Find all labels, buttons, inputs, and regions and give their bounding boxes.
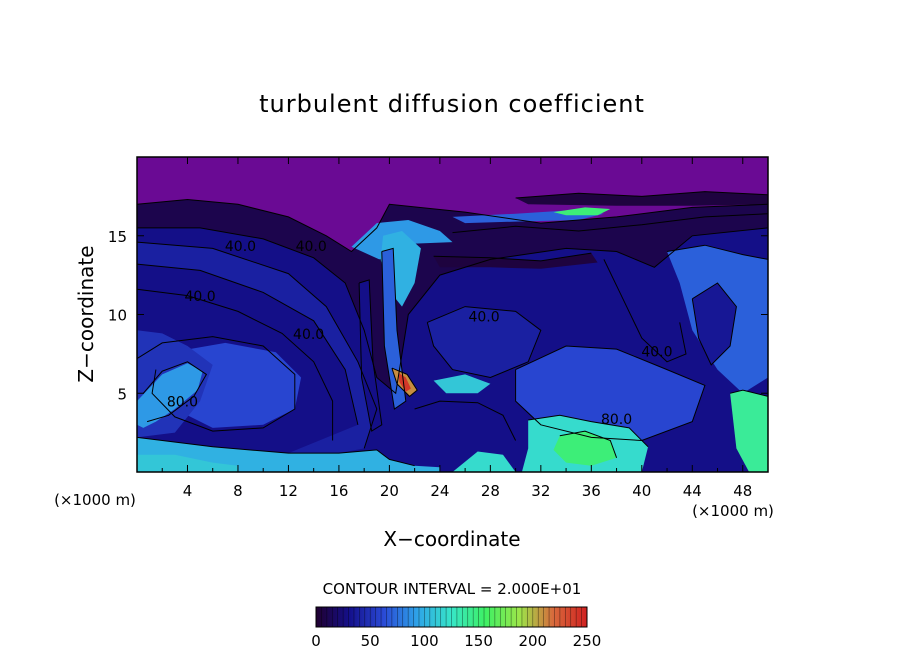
x-tick-label-2: 12 bbox=[279, 482, 298, 500]
contour-label-7: 80.0 bbox=[601, 412, 632, 428]
contour-line-2 bbox=[137, 241, 378, 449]
contour-label-5: 40.0 bbox=[641, 344, 672, 360]
x-axis-label: X−coordinate bbox=[383, 527, 520, 551]
y-tick-label-2: 15 bbox=[108, 228, 127, 246]
x-tick-label-0: 4 bbox=[183, 482, 193, 500]
colorbar-tick-label-0: 0 bbox=[311, 632, 321, 650]
colorbar-frame bbox=[315, 606, 588, 628]
x-tick-label-3: 16 bbox=[329, 482, 348, 500]
contour-line-21 bbox=[729, 389, 768, 397]
contour-region-18 bbox=[433, 253, 598, 269]
contour-lines bbox=[137, 191, 768, 467]
x-tick-label-8: 36 bbox=[582, 482, 601, 500]
colorbar-tick-label-4: 200 bbox=[518, 632, 547, 650]
contour-label-0: 40.0 bbox=[225, 239, 256, 255]
y-tick-label-1: 10 bbox=[108, 307, 127, 325]
x-tick-label-9: 40 bbox=[632, 482, 651, 500]
contour-line-19 bbox=[391, 367, 418, 398]
contour-line-8 bbox=[426, 306, 542, 379]
contour-line-3 bbox=[137, 263, 359, 425]
x-unit-right: (×1000 m) bbox=[692, 502, 774, 520]
contour-region-17 bbox=[452, 451, 516, 472]
contour-line-20 bbox=[559, 430, 618, 458]
colorbar-tick-label-5: 250 bbox=[573, 632, 602, 650]
x-axis-ticks: 4 8 12 16 20 24 28 32 36 40 44 48 bbox=[161, 157, 752, 500]
contour-region-11 bbox=[692, 283, 737, 365]
contour-region-12 bbox=[427, 306, 541, 378]
x-tick-label-11: 48 bbox=[733, 482, 752, 500]
contour-line-17 bbox=[358, 279, 383, 432]
colorbar-tick-label-1: 50 bbox=[361, 632, 380, 650]
plot-area: 40.0 40.0 40.0 40.0 40.0 40.0 80.0 80.0 bbox=[137, 157, 768, 472]
colorbar: 0 50 100 150 200 250 bbox=[311, 606, 601, 650]
contour-labels: 40.0 40.0 40.0 40.0 40.0 40.0 80.0 80.0 bbox=[167, 239, 673, 428]
contour-line-13 bbox=[666, 244, 768, 260]
x-unit-left: (×1000 m) bbox=[54, 491, 136, 509]
chart-title: turbulent diffusion coefficient bbox=[259, 90, 645, 118]
contour-region-8 bbox=[137, 454, 238, 472]
contour-line-7 bbox=[137, 436, 415, 467]
colorbar-tick-label-2: 100 bbox=[410, 632, 439, 650]
contour-line-15 bbox=[452, 213, 768, 234]
x-tick-label-10: 44 bbox=[683, 482, 702, 500]
contour-line-10 bbox=[528, 414, 649, 448]
contour-interval-text: CONTOUR INTERVAL = 2.000E+01 bbox=[323, 580, 582, 598]
contour-label-6: 80.0 bbox=[167, 395, 198, 411]
contour-line-1 bbox=[137, 227, 768, 395]
contour-region-15 bbox=[730, 390, 768, 472]
contour-fills bbox=[137, 191, 768, 472]
contour-region-14 bbox=[553, 431, 617, 466]
contour-label-3: 40.0 bbox=[293, 327, 324, 343]
contour-label-1: 40.0 bbox=[296, 239, 327, 255]
colorbar-ticks: 0 50 100 150 200 250 bbox=[311, 632, 601, 650]
contour-region-6 bbox=[137, 363, 203, 428]
contour-line-18 bbox=[381, 247, 407, 410]
y-axis-ticks: 5 10 15 bbox=[108, 228, 768, 403]
contour-line-9 bbox=[515, 345, 706, 442]
x-tick-label-1: 8 bbox=[233, 482, 243, 500]
contour-line-5 bbox=[137, 336, 296, 432]
contour-region-16 bbox=[433, 374, 491, 394]
x-tick-label-7: 32 bbox=[531, 482, 550, 500]
colorbar-stripes bbox=[321, 607, 582, 627]
contour-line-11 bbox=[603, 259, 687, 363]
contour-line-12 bbox=[691, 282, 737, 366]
colorbar-tick-label-3: 150 bbox=[464, 632, 493, 650]
y-tick-label-0: 5 bbox=[117, 385, 127, 403]
contour-line-6 bbox=[142, 361, 208, 423]
y-axis-label: Z−coordinate bbox=[74, 245, 98, 382]
contour-region-27 bbox=[398, 372, 411, 392]
x-tick-label-4: 20 bbox=[380, 482, 399, 500]
contour-line-4 bbox=[137, 288, 334, 441]
contour-label-4: 40.0 bbox=[468, 310, 499, 326]
contour-line-16 bbox=[515, 191, 768, 199]
contour-line-14 bbox=[433, 252, 592, 262]
contour-region-19 bbox=[515, 191, 768, 206]
contour-line-22 bbox=[414, 400, 517, 441]
x-tick-label-5: 24 bbox=[430, 482, 449, 500]
x-tick-label-6: 28 bbox=[481, 482, 500, 500]
contour-line-0 bbox=[137, 198, 768, 253]
contour-region-23 bbox=[553, 207, 611, 216]
contour-label-2: 40.0 bbox=[185, 289, 216, 305]
